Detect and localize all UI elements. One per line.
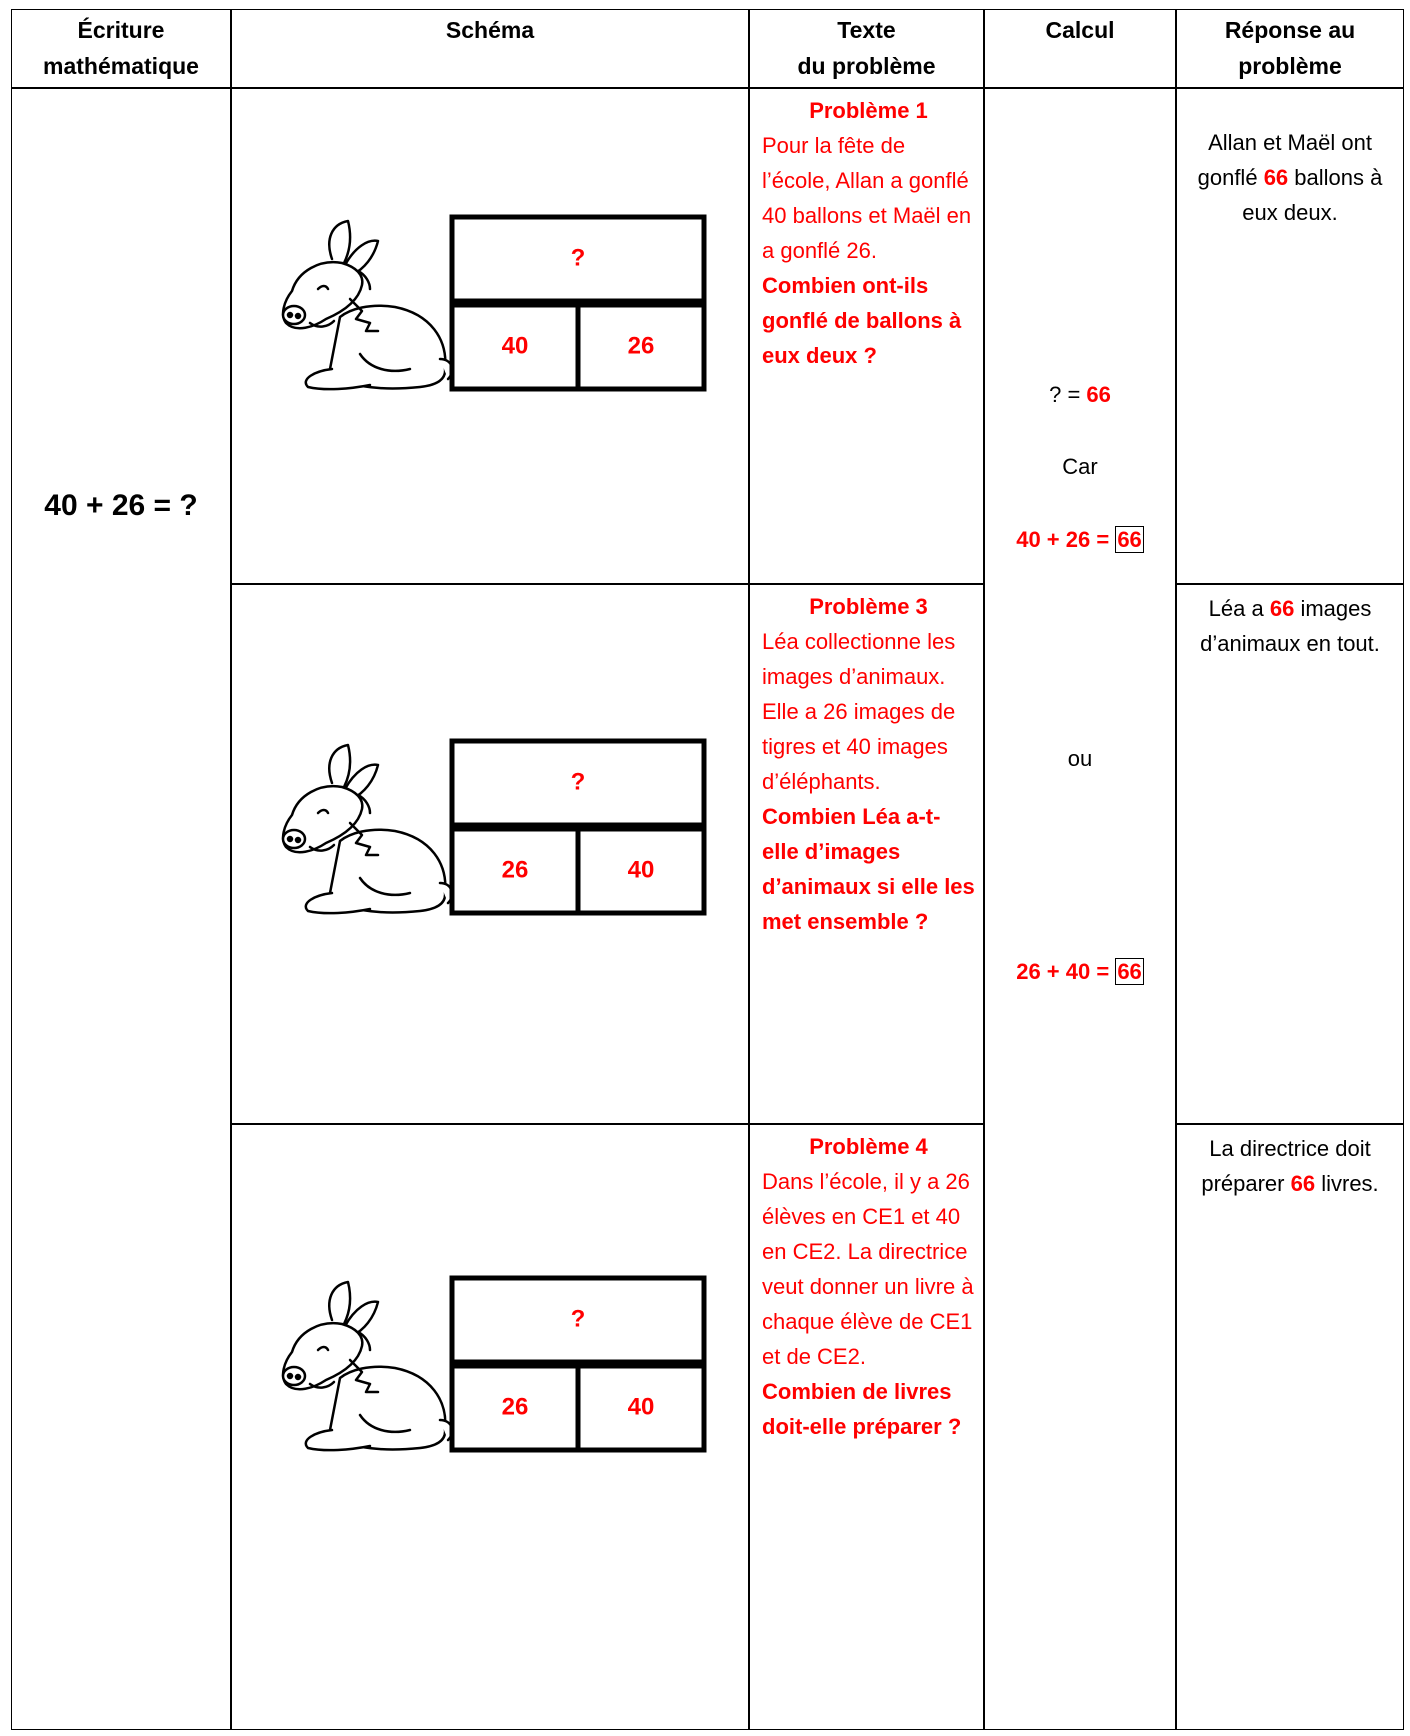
header-cell: Schéma <box>231 9 749 88</box>
problem-cell: Problème 1 Pour la fête de l’école, Allan… <box>749 88 984 584</box>
problem-body: Dans l’école, il y a 26 élèves en CE1 et… <box>762 1169 974 1369</box>
problem-title: Problème 1 <box>809 98 928 123</box>
problem-cell: Problème 3 Léa collectionne les images d’… <box>749 584 984 1124</box>
header-text: mathématique <box>43 53 199 79</box>
answer-text: images d’animaux en tout. <box>1200 596 1380 656</box>
schema-label: 40 <box>628 856 655 883</box>
answer-number: 66 <box>1290 1171 1316 1196</box>
header-text: Réponse au <box>1224 17 1356 43</box>
schema: ? 26 40 <box>281 1275 707 1453</box>
expression-cell: 40 + 26 = ? <box>11 88 231 1730</box>
header-text: Schéma <box>445 17 535 43</box>
schema-cell: ? 40 26 <box>231 88 749 584</box>
schema-box <box>449 738 707 828</box>
problem-cell: Problème 4 Dans l’école, il y a 26 élèves… <box>749 1124 984 1730</box>
schema-cell: ? 26 40 <box>231 584 749 1124</box>
schema-label: ? <box>571 1305 586 1332</box>
calcul-text: 40 + 26 = <box>1016 527 1110 552</box>
header-cell: Calcul <box>984 9 1176 88</box>
schema-label: 26 <box>502 1393 529 1420</box>
header-text: Écriture <box>77 17 165 43</box>
calcul-result: 66 <box>1115 526 1144 553</box>
schema: ? 26 40 <box>281 738 707 916</box>
calcul-text: 26 + 40 = <box>1016 959 1110 984</box>
answer-cell: Léa a 66 images d’animaux en tout. <box>1176 584 1404 1124</box>
schema-box <box>575 826 707 916</box>
header-text: du problème <box>797 53 936 79</box>
answer-text: ballons à eux deux. <box>1242 165 1383 225</box>
schema-box <box>575 1363 707 1453</box>
calcul-result: 66 <box>1115 958 1144 985</box>
schema-cell: ? 26 40 <box>231 1124 749 1730</box>
header-cell: Réponse au problème <box>1176 9 1404 88</box>
schema-label: 40 <box>628 1393 655 1420</box>
schema-label: 26 <box>628 332 655 359</box>
answer-cell: Allan et Maël ont gonflé 66 ballons à eu… <box>1176 88 1404 584</box>
schema-label: ? <box>571 244 586 271</box>
problem-body: Pour la fête de l’école, Allan a gonflé … <box>762 133 972 263</box>
schema-label: 40 <box>502 332 529 359</box>
header-cell: Texte du problème <box>749 9 984 88</box>
answer-text: La directrice doit préparer <box>1201 1136 1371 1196</box>
calcul-line: 26 + 40 = 66 <box>985 954 1175 989</box>
header-cell: Écriture mathématique <box>11 9 231 88</box>
schema-box <box>449 1275 707 1365</box>
calcul-line: ou <box>985 741 1175 776</box>
answer-text: Léa a <box>1208 596 1264 621</box>
schema: ? 40 26 <box>281 214 707 392</box>
schema-box <box>575 302 707 392</box>
expression: 40 + 26 = ? <box>44 489 198 522</box>
header-text: Calcul <box>1045 17 1115 43</box>
problem-question: Combien de livres doit-elle préparer ? <box>762 1379 962 1439</box>
problem-question: Combien Léa a-t-elle d’images d’animaux … <box>762 804 975 934</box>
problem-body: Léa collectionne les images d’animaux. E… <box>762 629 956 794</box>
answer-text: Allan et Maël ont gonflé <box>1197 130 1372 190</box>
calcul-text: ? = <box>1049 382 1081 407</box>
problem-title: Problème 4 <box>809 1134 928 1159</box>
calcul-result: 66 <box>1086 382 1111 407</box>
donkey-illustration <box>281 1280 454 1452</box>
calcul-line: Car <box>985 449 1175 484</box>
header-text: problème <box>1238 53 1342 79</box>
calcul-line: ? = 66 <box>985 377 1175 412</box>
answer-text: livres. <box>1321 1171 1379 1196</box>
problem-question: Combien ont-ils gonflé de ballons à eux … <box>762 273 962 368</box>
calcul-text: ou <box>1067 746 1093 771</box>
donkey-illustration <box>281 219 454 391</box>
answer-number: 66 <box>1263 165 1289 190</box>
header-text: Texte <box>837 17 896 43</box>
calcul-line: 40 + 26 = 66 <box>985 522 1175 557</box>
calcul-cell: ? = 66 Car 40 + 26 = 66 ou 26 + 40 = 66 <box>984 88 1176 1730</box>
schema-label: 26 <box>502 856 529 883</box>
calcul-text: Car <box>1062 454 1098 479</box>
schema-label: ? <box>571 768 586 795</box>
answer-number: 66 <box>1269 596 1295 621</box>
schema-box <box>449 214 707 304</box>
donkey-illustration <box>281 743 454 915</box>
problem-title: Problème 3 <box>809 594 928 619</box>
answer-cell: La directrice doit préparer 66 livres. <box>1176 1124 1404 1730</box>
